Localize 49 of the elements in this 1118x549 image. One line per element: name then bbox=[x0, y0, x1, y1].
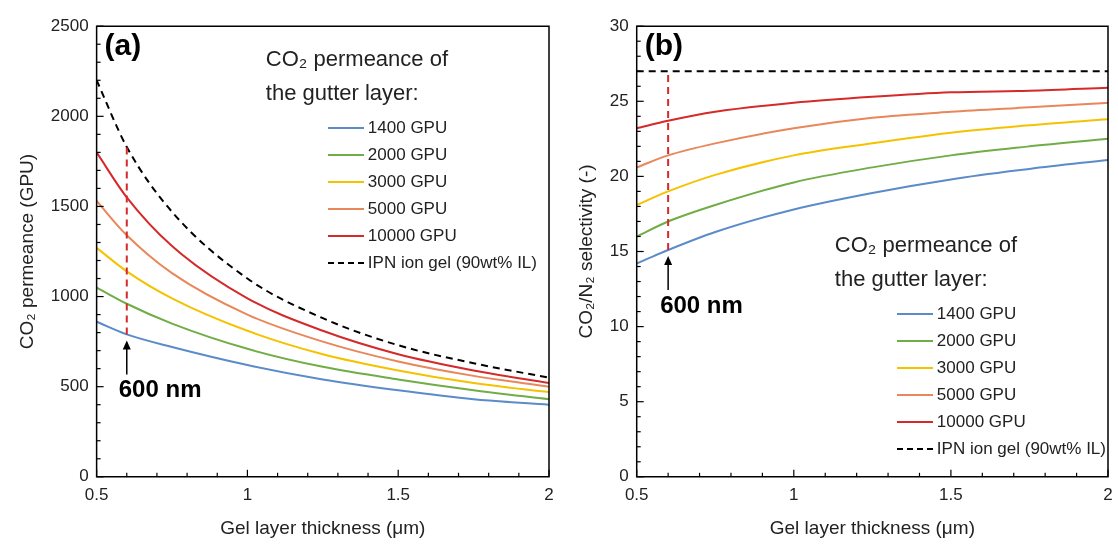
x-tick-label: 2 bbox=[544, 484, 554, 504]
legend-title: CO₂ permeance of the gutter layer: bbox=[265, 45, 450, 107]
legend-label: 1400 GPU bbox=[936, 303, 1017, 324]
x-tick-label: 1 bbox=[242, 484, 253, 504]
y-tick-label: 0 bbox=[79, 466, 89, 486]
y-tick-label: 1000 bbox=[50, 286, 89, 306]
legend-label: 1400 GPU bbox=[367, 117, 448, 138]
y-axis-title: CO₂ permeance (GPU) bbox=[15, 153, 37, 350]
y-tick-label: 1500 bbox=[50, 196, 89, 216]
x-tick-label: 1.5 bbox=[386, 484, 411, 504]
y-tick-label: 20 bbox=[609, 166, 629, 186]
legend-label: IPN ion gel (90wt% IL) bbox=[367, 252, 537, 273]
chart-title: (b) bbox=[644, 28, 684, 62]
annotation: 600 nm bbox=[660, 290, 743, 318]
line-series bbox=[96, 286, 549, 401]
legend-label: 3000 GPU bbox=[936, 357, 1017, 378]
legend-label: 10000 GPU bbox=[936, 411, 1026, 432]
y-axis-title: CO₂/N₂ selectivity (-) bbox=[574, 164, 596, 339]
x-tick-label: 1.5 bbox=[939, 484, 963, 504]
line-series bbox=[96, 320, 549, 406]
legend-label: 5000 GPU bbox=[367, 198, 448, 219]
line-series bbox=[636, 137, 1108, 238]
y-tick-label: 5 bbox=[619, 391, 629, 411]
y-tick-label: 2500 bbox=[50, 15, 89, 35]
annotation: 600 nm bbox=[118, 375, 202, 403]
y-tick-label: 500 bbox=[60, 376, 89, 396]
chart-title: (a) bbox=[104, 28, 142, 62]
legend-label: 10000 GPU bbox=[367, 225, 457, 246]
x-axis-title: Gel layer thickness (μm) bbox=[220, 516, 426, 538]
x-axis-title: Gel layer thickness (μm) bbox=[769, 516, 975, 538]
y-tick-label: 25 bbox=[609, 90, 629, 110]
y-tick-label: 2000 bbox=[50, 106, 89, 126]
legend-title: CO₂ permeance of the gutter layer: bbox=[834, 231, 1019, 293]
legend-label: 2000 GPU bbox=[936, 330, 1017, 351]
x-tick-label: 1 bbox=[789, 484, 799, 504]
legend-label: 3000 GPU bbox=[367, 171, 448, 192]
y-tick-label: 15 bbox=[609, 241, 629, 261]
x-tick-label: 0.5 bbox=[84, 484, 109, 504]
y-tick-label: 10 bbox=[609, 316, 629, 336]
y-tick-label: 30 bbox=[609, 15, 629, 35]
line-series bbox=[636, 158, 1108, 265]
y-tick-label: 0 bbox=[619, 466, 629, 486]
line-series bbox=[636, 118, 1108, 206]
legend-label: 2000 GPU bbox=[367, 144, 448, 165]
legend-label: IPN ion gel (90wt% IL) bbox=[936, 438, 1106, 459]
line-series bbox=[636, 101, 1108, 169]
legend-label: 5000 GPU bbox=[936, 384, 1017, 405]
x-tick-label: 2 bbox=[1103, 484, 1113, 504]
x-tick-label: 0.5 bbox=[624, 484, 649, 504]
